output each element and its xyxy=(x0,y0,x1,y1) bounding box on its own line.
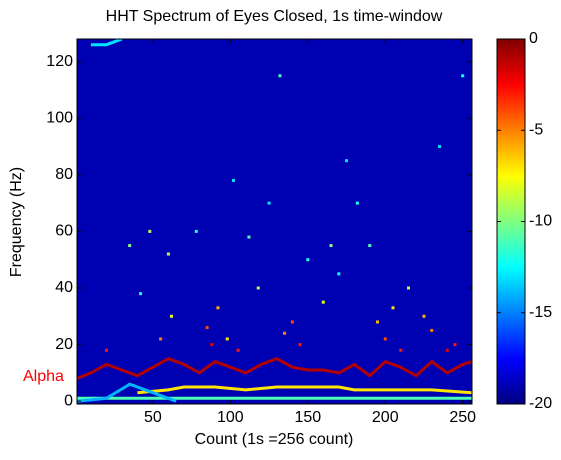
spectrum-point xyxy=(437,145,441,149)
spectrum-point xyxy=(445,348,449,352)
spectrum-point xyxy=(148,229,152,233)
spectrum-point xyxy=(383,337,387,341)
x-tick-label: 200 xyxy=(372,409,399,426)
spectrum-point xyxy=(298,343,302,347)
plot-frame xyxy=(76,38,473,405)
spectrum-point xyxy=(205,326,209,330)
y-tick-label: 100 xyxy=(46,109,73,126)
spectrum-point xyxy=(337,272,341,276)
spectrum-point xyxy=(406,286,410,290)
spectrum-point xyxy=(391,306,395,310)
x-tick-label: 100 xyxy=(217,409,244,426)
spectrum-point xyxy=(225,337,229,341)
spectrum-point xyxy=(422,314,426,318)
y-tick-label: 60 xyxy=(55,223,73,240)
spectrum-point xyxy=(216,306,220,310)
heatmap-background xyxy=(77,39,472,404)
spectrum-point xyxy=(169,314,173,318)
spectrum-point xyxy=(104,348,108,352)
spectrum-point xyxy=(368,244,372,248)
y-tick-label: 40 xyxy=(55,279,73,296)
spectrum-point xyxy=(139,292,143,296)
spectrum-point xyxy=(306,258,310,262)
x-tick-label: 50 xyxy=(144,409,162,426)
spectrum-point xyxy=(283,331,287,335)
spectrum-point xyxy=(267,201,271,205)
x-tick-label: 250 xyxy=(449,409,476,426)
spectrum-point xyxy=(231,178,235,182)
spectrum-point xyxy=(128,244,132,248)
colorbar-tick-label: 0 xyxy=(529,30,538,47)
spectrum-point xyxy=(159,337,163,341)
spectrum-point xyxy=(453,343,457,347)
colorbar-tick-label: -20 xyxy=(529,395,552,412)
spectrum-trace xyxy=(90,39,123,47)
spectrum-point xyxy=(194,229,198,233)
spectrum-point xyxy=(290,320,294,324)
colorbar-tick-label: -5 xyxy=(529,121,543,138)
annotation: Alpha xyxy=(23,368,64,385)
colorbar-tick-label: -10 xyxy=(529,213,552,230)
x-axis-label: Count (1s =256 count) xyxy=(195,431,354,448)
spectrum-point xyxy=(376,320,380,324)
y-axis-label: Frequency (Hz) xyxy=(8,167,25,277)
spectrum-point xyxy=(247,235,251,239)
chart-title: HHT Spectrum of Eyes Closed, 1s time-win… xyxy=(106,8,443,25)
y-tick-label: 80 xyxy=(55,166,73,183)
spectrum-point xyxy=(345,159,349,163)
y-tick-label: 120 xyxy=(46,53,73,70)
spectrum-point xyxy=(166,252,170,256)
spectrum-point xyxy=(430,328,434,332)
spectrum-point xyxy=(256,286,260,290)
y-tick-label: 0 xyxy=(64,392,73,409)
y-tick-label: 20 xyxy=(55,336,73,353)
colorbar-tick-label: -15 xyxy=(529,304,552,321)
spectrum-point xyxy=(236,348,240,352)
spectrum-point xyxy=(329,244,333,248)
spectrum-trace xyxy=(77,357,472,380)
spectrum-point xyxy=(321,300,325,304)
spectrum-point xyxy=(278,74,282,78)
spectrum-point xyxy=(355,201,359,205)
spectrum-trace xyxy=(137,385,472,395)
spectrum-point xyxy=(210,343,214,347)
colorbar xyxy=(496,38,526,405)
spectrum-point xyxy=(399,348,403,352)
spectrum-point xyxy=(461,74,465,78)
spectrum-trace xyxy=(77,382,177,403)
heatmap-traces xyxy=(77,39,472,403)
x-tick-label: 150 xyxy=(294,409,321,426)
